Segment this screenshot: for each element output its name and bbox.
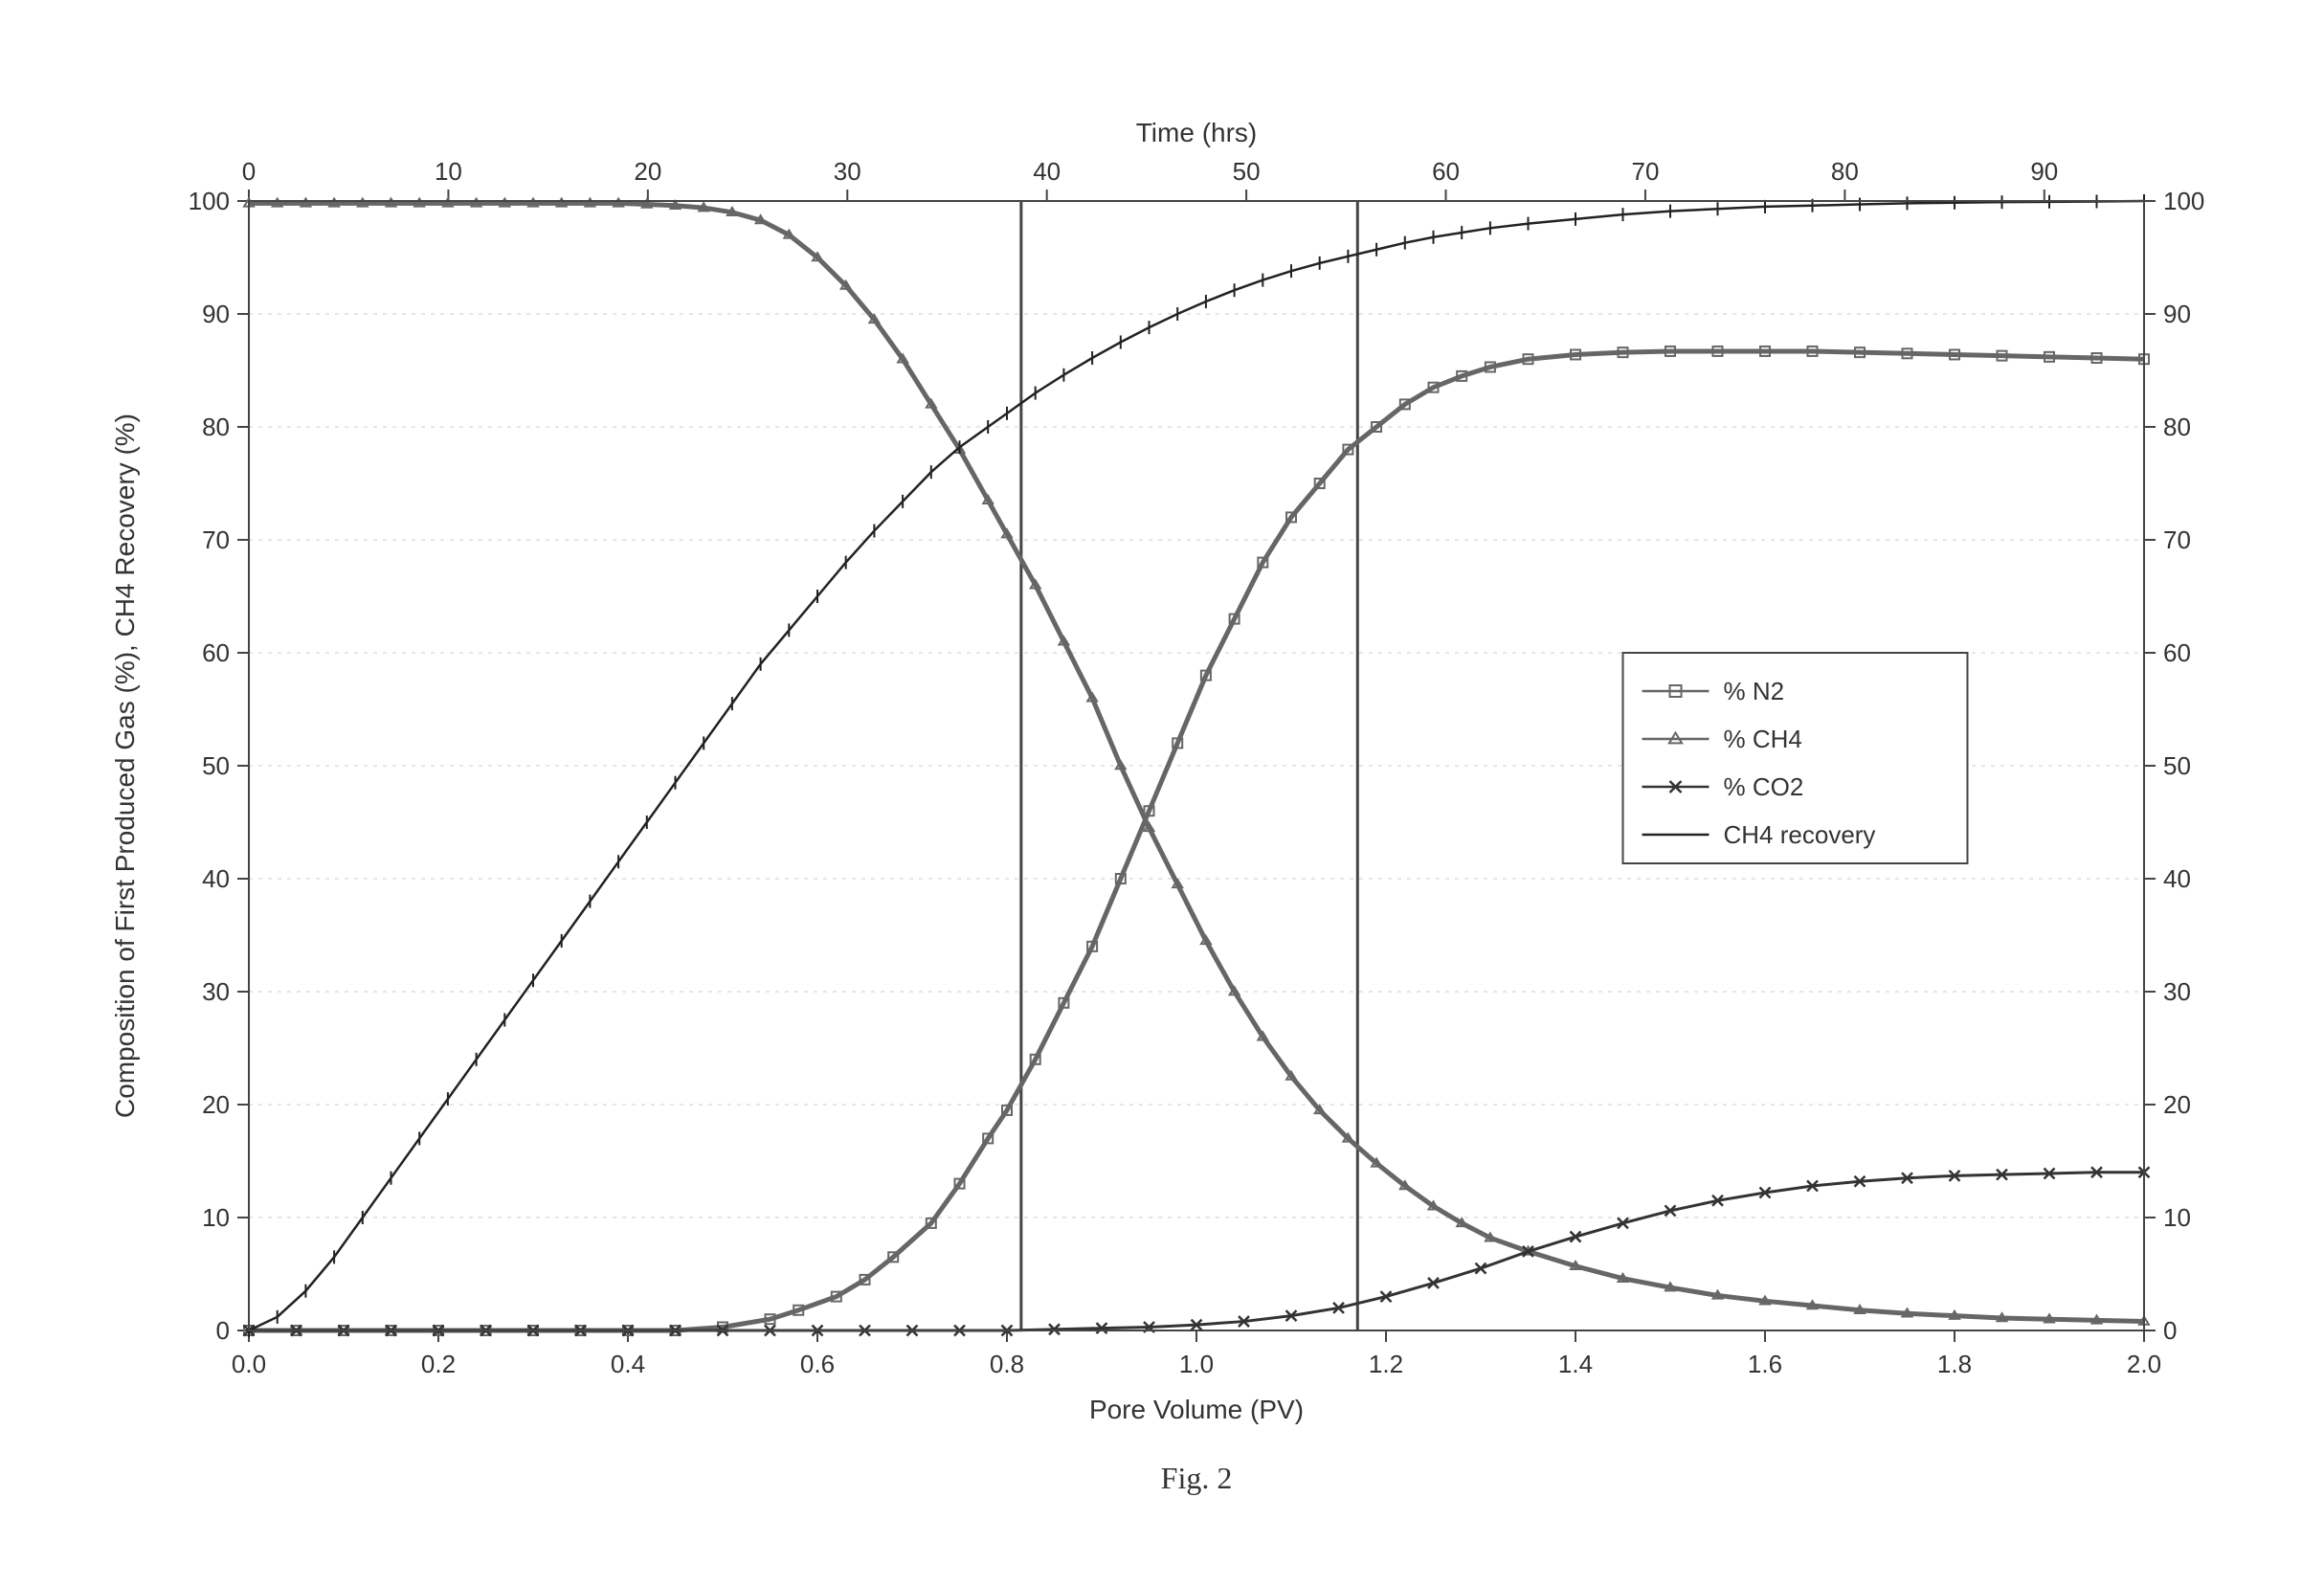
legend-label: % CH4 [1724, 725, 1802, 753]
chart-container: 0.00.20.40.60.81.01.21.41.61.82.00102030… [38, 38, 2286, 1549]
legend-label: % CO2 [1724, 772, 1804, 801]
axis-label-left: Composition of First Produced Gas (%), C… [110, 414, 140, 1118]
tick-label-top: 60 [1432, 157, 1460, 186]
tick-label-bottom: 1.0 [1179, 1350, 1214, 1378]
tick-label-left: 100 [189, 187, 230, 215]
tick-label-bottom: 1.2 [1369, 1350, 1403, 1378]
tick-label-right: 80 [2163, 413, 2191, 441]
tick-label-bottom: 0.8 [990, 1350, 1024, 1378]
tick-label-left: 30 [202, 977, 230, 1006]
tick-label-top: 0 [242, 157, 256, 186]
tick-label-bottom: 1.6 [1748, 1350, 1782, 1378]
tick-label-bottom: 0.6 [800, 1350, 835, 1378]
tick-label-bottom: 0.4 [611, 1350, 645, 1378]
tick-label-right: 90 [2163, 300, 2191, 328]
tick-label-top: 30 [834, 157, 861, 186]
tick-label-left: 10 [202, 1203, 230, 1232]
tick-label-right: 70 [2163, 525, 2191, 554]
tick-label-right: 100 [2163, 187, 2204, 215]
tick-label-top: 70 [1631, 157, 1659, 186]
tick-label-top: 90 [2030, 157, 2058, 186]
figure-caption: Fig. 2 [1161, 1461, 1233, 1495]
tick-label-left: 80 [202, 413, 230, 441]
legend-label: % N2 [1724, 677, 1785, 705]
tick-label-left: 20 [202, 1090, 230, 1119]
tick-label-right: 20 [2163, 1090, 2191, 1119]
tick-label-left: 50 [202, 751, 230, 780]
tick-label-top: 20 [634, 157, 661, 186]
tick-label-bottom: 0.2 [421, 1350, 456, 1378]
tick-label-top: 80 [1831, 157, 1859, 186]
tick-label-right: 0 [2163, 1316, 2177, 1345]
tick-label-left: 60 [202, 638, 230, 667]
tick-label-top: 50 [1233, 157, 1261, 186]
axis-label-bottom: Pore Volume (PV) [1089, 1395, 1304, 1424]
chart-svg: 0.00.20.40.60.81.01.21.41.61.82.00102030… [38, 38, 2286, 1549]
tick-label-top: 40 [1033, 157, 1061, 186]
tick-label-left: 70 [202, 525, 230, 554]
tick-label-right: 30 [2163, 977, 2191, 1006]
tick-label-left: 40 [202, 864, 230, 893]
tick-label-right: 10 [2163, 1203, 2191, 1232]
tick-label-right: 60 [2163, 638, 2191, 667]
tick-label-right: 50 [2163, 751, 2191, 780]
tick-label-bottom: 0.0 [232, 1350, 266, 1378]
legend-label: CH4 recovery [1724, 820, 1876, 849]
tick-label-left: 90 [202, 300, 230, 328]
tick-label-top: 10 [435, 157, 462, 186]
tick-label-bottom: 2.0 [2127, 1350, 2161, 1378]
tick-label-bottom: 1.8 [1937, 1350, 1972, 1378]
axis-label-top: Time (hrs) [1136, 118, 1258, 147]
tick-label-right: 40 [2163, 864, 2191, 893]
tick-label-bottom: 1.4 [1558, 1350, 1593, 1378]
tick-label-left: 0 [216, 1316, 230, 1345]
